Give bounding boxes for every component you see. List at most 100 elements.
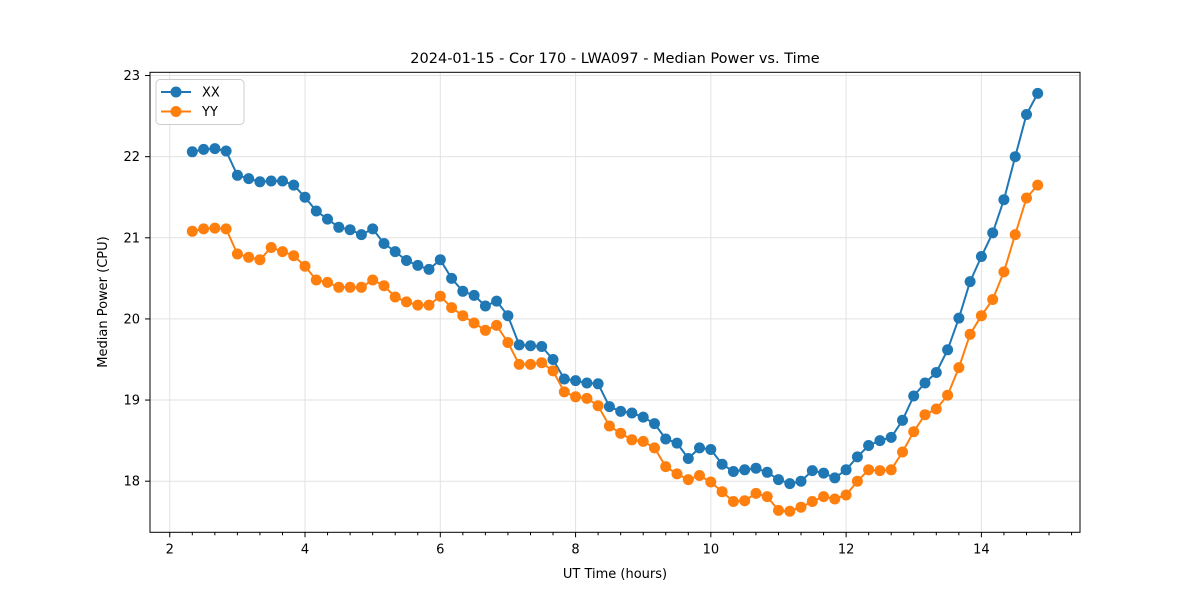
- data-point-yy: [637, 435, 649, 447]
- data-point-yy: [558, 386, 570, 398]
- data-point-xx: [525, 340, 536, 352]
- data-point-xx: [953, 312, 965, 324]
- data-point-yy: [897, 446, 908, 458]
- data-point-xx: [739, 464, 751, 476]
- data-point-yy: [434, 290, 446, 302]
- data-point-yy: [761, 491, 773, 503]
- data-point-xx: [220, 145, 232, 157]
- data-point-xx: [502, 310, 514, 322]
- data-point-xx: [434, 254, 446, 266]
- data-point-xx: [942, 344, 954, 356]
- data-point-xx: [727, 466, 739, 477]
- data-point-yy: [513, 358, 525, 370]
- data-point-yy: [446, 302, 458, 314]
- data-point-yy: [378, 280, 390, 292]
- data-point-yy: [310, 274, 322, 286]
- data-point-yy: [299, 260, 311, 272]
- data-point-yy: [930, 403, 942, 415]
- data-point-yy: [671, 468, 683, 480]
- data-point-yy: [874, 465, 886, 477]
- data-point-yy: [220, 223, 232, 235]
- y-tick-label: 22: [123, 150, 140, 165]
- x-tick-label: 12: [838, 542, 855, 557]
- data-point-xx: [649, 418, 660, 430]
- data-point-xx: [660, 433, 672, 445]
- chart-title: 2024-01-15 - Cor 170 - LWA097 - Median P…: [410, 51, 819, 67]
- data-point-xx: [378, 238, 390, 249]
- data-point-xx: [1009, 151, 1021, 163]
- data-point-yy: [987, 294, 999, 305]
- data-point-xx: [773, 474, 784, 486]
- data-point-yy: [288, 250, 300, 262]
- data-point-yy: [942, 389, 954, 401]
- data-point-yy: [908, 426, 920, 438]
- axes-ticks: 2 4 6 8 10 12 14 18 19 20 21 22 23: [123, 69, 1073, 557]
- data-point-xx: [919, 377, 931, 389]
- data-point-yy: [840, 489, 852, 501]
- data-point-xx: [1032, 87, 1044, 99]
- data-point-yy: [603, 420, 615, 432]
- data-point-xx: [513, 339, 525, 351]
- data-point-yy: [344, 281, 356, 293]
- data-point-yy: [682, 474, 694, 486]
- data-point-xx: [829, 472, 841, 484]
- data-point-xx: [558, 373, 570, 385]
- y-axis-label: Median Power (CPU): [96, 236, 111, 367]
- data-point-xx: [186, 146, 198, 158]
- data-point-yy: [389, 291, 401, 303]
- data-point-xx: [333, 221, 345, 233]
- data-point-xx: [299, 191, 311, 203]
- data-point-xx: [446, 272, 458, 284]
- data-point-yy: [1009, 229, 1021, 241]
- data-point-xx: [615, 405, 627, 417]
- data-point-yy: [209, 222, 221, 234]
- data-point-yy: [254, 254, 266, 266]
- data-point-xx: [423, 263, 435, 275]
- data-point-xx: [457, 285, 469, 297]
- x-axis-label: UT Time (hours): [563, 567, 667, 582]
- data-point-yy: [863, 464, 875, 476]
- data-point-xx: [547, 354, 559, 365]
- legend-swatch-marker-yy: [170, 106, 182, 117]
- data-point-xx: [603, 401, 615, 413]
- data-point-xx: [998, 194, 1010, 206]
- x-tick-label: 4: [301, 542, 309, 557]
- data-point-xx: [897, 414, 908, 426]
- data-point-xx: [784, 478, 796, 490]
- data-point-yy: [277, 246, 288, 258]
- data-point-xx: [288, 179, 300, 191]
- data-point-yy: [694, 470, 705, 481]
- data-point-xx: [818, 467, 830, 479]
- data-point-yy: [1032, 179, 1044, 191]
- data-point-xx: [254, 176, 266, 188]
- data-point-xx: [795, 475, 807, 487]
- data-point-xx: [344, 224, 356, 236]
- x-tick-label: 8: [571, 542, 579, 557]
- x-tick-label: 10: [703, 542, 720, 557]
- data-point-xx: [491, 295, 503, 307]
- series-line-yy: [191, 184, 1039, 513]
- data-point-yy: [806, 496, 818, 507]
- data-point-yy: [570, 391, 582, 403]
- y-tick-label: 21: [123, 231, 140, 246]
- data-point-xx: [987, 227, 999, 239]
- data-point-xx: [761, 466, 773, 478]
- data-point-yy: [423, 299, 435, 311]
- data-point-xx: [682, 453, 694, 464]
- data-point-xx: [310, 205, 322, 217]
- data-point-yy: [660, 461, 672, 473]
- legend-box: [155, 79, 245, 125]
- data-point-xx: [355, 229, 367, 241]
- data-point-yy: [705, 476, 717, 488]
- data-point-yy: [468, 317, 480, 329]
- data-point-yy: [547, 365, 559, 377]
- data-point-yy: [367, 274, 379, 286]
- data-point-xx: [322, 213, 333, 225]
- data-point-yy: [401, 296, 412, 308]
- data-point-yy: [1021, 192, 1032, 204]
- data-point-xx: [265, 175, 277, 187]
- data-point-yy: [525, 358, 536, 370]
- data-point-xx: [412, 259, 424, 271]
